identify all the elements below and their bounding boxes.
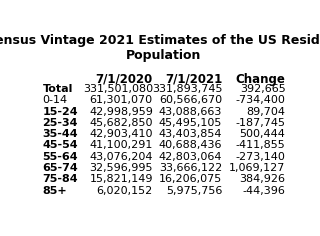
Text: 89,704: 89,704 [246,107,285,117]
Text: 45,495,105: 45,495,105 [159,118,222,128]
Text: 331,501,080: 331,501,080 [83,84,153,94]
Text: 60,566,670: 60,566,670 [159,95,222,105]
Text: 43,076,204: 43,076,204 [89,152,153,162]
Text: 500,444: 500,444 [240,129,285,139]
Text: 6,020,152: 6,020,152 [97,185,153,195]
Text: 85+: 85+ [43,185,67,195]
Text: 61,301,070: 61,301,070 [90,95,153,105]
Text: 43,088,663: 43,088,663 [159,107,222,117]
Text: 42,903,410: 42,903,410 [89,129,153,139]
Text: 40,688,436: 40,688,436 [159,140,222,150]
Text: 392,665: 392,665 [240,84,285,94]
Text: 0-14: 0-14 [43,95,68,105]
Text: -734,400: -734,400 [236,95,285,105]
Text: 5,975,756: 5,975,756 [166,185,222,195]
Text: 41,100,291: 41,100,291 [90,140,153,150]
Text: 7/1/2021: 7/1/2021 [165,73,222,86]
Text: 43,403,854: 43,403,854 [159,129,222,139]
Text: 32,596,995: 32,596,995 [89,163,153,173]
Text: 1,069,127: 1,069,127 [229,163,285,173]
Text: 16,206,075: 16,206,075 [159,174,222,184]
Text: -44,396: -44,396 [243,185,285,195]
Text: 45-54: 45-54 [43,140,78,150]
Text: -273,140: -273,140 [236,152,285,162]
Text: 35-44: 35-44 [43,129,78,139]
Text: 15,821,149: 15,821,149 [89,174,153,184]
Text: 65-74: 65-74 [43,163,78,173]
Text: 45,682,850: 45,682,850 [89,118,153,128]
Text: 384,926: 384,926 [239,174,285,184]
Text: Total: Total [43,84,73,94]
Text: 33,666,122: 33,666,122 [159,163,222,173]
Text: Change: Change [236,73,285,86]
Text: 42,998,959: 42,998,959 [89,107,153,117]
Text: 25-34: 25-34 [43,118,78,128]
Text: -187,745: -187,745 [236,118,285,128]
Text: 7/1/2020: 7/1/2020 [96,73,153,86]
Text: 331,893,745: 331,893,745 [152,84,222,94]
Text: 75-84: 75-84 [43,174,78,184]
Text: 42,803,064: 42,803,064 [159,152,222,162]
Text: 15-24: 15-24 [43,107,78,117]
Text: -411,855: -411,855 [236,140,285,150]
Text: 55-64: 55-64 [43,152,78,162]
Text: Census Vintage 2021 Estimates of the US Resident
Population: Census Vintage 2021 Estimates of the US … [0,34,320,62]
